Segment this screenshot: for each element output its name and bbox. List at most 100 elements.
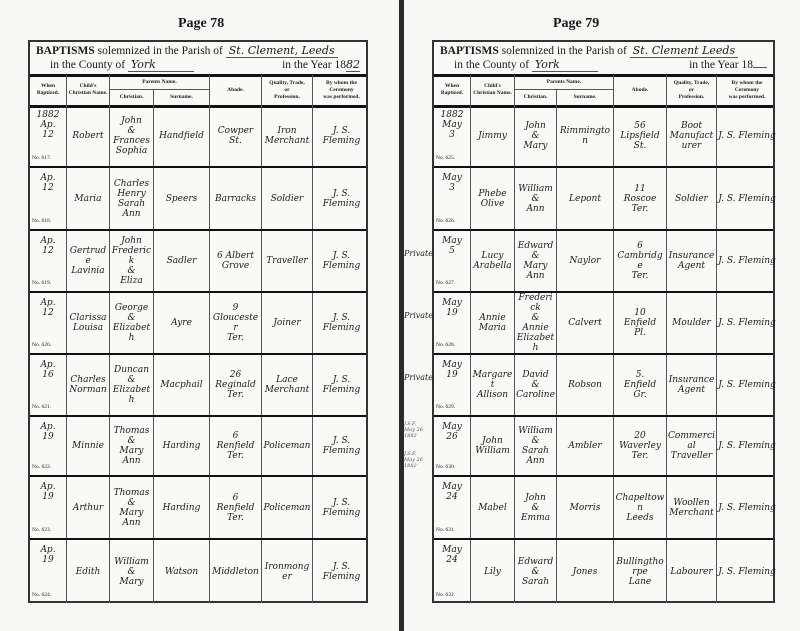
officiant: J. S. Fleming — [717, 105, 777, 166]
surname: Harding — [154, 417, 210, 475]
when-baptized-text: May 19 — [442, 298, 462, 318]
child-name: Edith — [67, 540, 110, 603]
quality-trade-text: Lace Merchant — [264, 375, 310, 395]
abode: 20 Waverley Ter. — [614, 417, 667, 475]
surname: Rimmington — [557, 105, 614, 166]
officiant-text: J. S. Fleming — [322, 188, 361, 209]
table-row: 1882 Ap. 12 No. 617. Robert John & Frances … — [30, 105, 366, 168]
quality-trade: Traveller — [262, 231, 313, 291]
parent-christian-names: Charles Henry Sarah Ann — [110, 168, 154, 229]
entry-number: No. 627. — [436, 280, 456, 286]
when-baptized: May 24 No. 632. — [434, 540, 471, 603]
child-name-text: Clarissa Louisa — [69, 313, 107, 333]
column-header-surname: Surname. — [557, 90, 614, 105]
surname: Ambler — [557, 417, 614, 475]
officiant-text: J. S. Fleming — [718, 193, 776, 204]
column-header-surname: Surname. — [154, 90, 210, 105]
when-baptized-text: May 3 — [442, 173, 462, 193]
child-name: Mabel — [471, 477, 515, 538]
child-name: Annie Maria — [471, 293, 515, 353]
quality-trade-text: Moulder — [672, 318, 711, 328]
when-baptized: May 3 No. 626. — [434, 168, 471, 229]
when-baptized-text: Ap. 16 — [40, 360, 56, 380]
surname: Calvert — [557, 293, 614, 353]
abode: Chapeltown Leeds — [614, 477, 667, 538]
surname: Morris — [557, 477, 614, 538]
officiant: J. S. Fleming — [313, 105, 370, 166]
officiant-text: J. S. Fleming — [718, 566, 776, 577]
quality-trade-text: Policeman — [263, 502, 311, 513]
entry-number: No. 626. — [436, 218, 456, 224]
entry-number: No. 631. — [436, 527, 456, 533]
abode-text: Cowper St. — [217, 125, 254, 146]
margin-note: J.S.F. May 26 1882 — [404, 451, 423, 469]
year-suffix — [753, 67, 767, 68]
parent-christian-names: George & Elizabeth — [110, 293, 154, 353]
parent-christian-names: Thomas & Mary Ann — [110, 417, 154, 475]
entry-number: No. 622. — [32, 464, 52, 470]
county-name: York — [531, 59, 598, 72]
when-baptized-text: May 5 — [442, 236, 462, 256]
when-baptized-text: 1882 Ap. 12 — [36, 110, 60, 140]
title-line-parish: BAPTISMS solemnized in the Parish of St.… — [440, 45, 739, 58]
column-header-abode: Abode. — [210, 75, 262, 105]
table-row: Ap. 12 No. 620. Clarissa Louisa George & El… — [30, 293, 366, 355]
officiant-text: J. S. Fleming — [718, 502, 776, 513]
column-header-christian: Christian. — [515, 90, 557, 105]
register-page-right: Page 79 BAPTISMS solemnized in the Parish… — [403, 0, 800, 631]
parent-christian-names-text: George & Elizabeth — [112, 303, 151, 343]
abode: 6 Renfield Ter. — [210, 417, 262, 475]
quality-trade: Joiner — [262, 293, 313, 353]
table-row: Ap. 12 No. 618. Maria Charles Henry Sarah A… — [30, 168, 366, 231]
title-solemnized: solemnized in the Parish of — [501, 45, 627, 57]
child-name: Robert — [67, 105, 110, 166]
abode-text: 56 Lipsfield St. — [620, 120, 660, 151]
column-header-parents: Parents Name. — [110, 75, 210, 90]
when-baptized: Ap. 16 No. 621. — [30, 355, 67, 415]
column-header-child: Child's Christian Name. — [67, 75, 110, 105]
surname: Watson — [154, 540, 210, 603]
when-baptized-text: Ap. 19 — [40, 545, 56, 565]
column-header-by-whom: By whom the Ceremony was performed. — [323, 79, 360, 100]
child-name-text: John William — [475, 436, 510, 456]
surname: Robson — [557, 355, 614, 415]
parent-christian-names: William & Sarah Ann — [515, 417, 557, 475]
table-row: Ap. 16 No. 621. Charles Norman Duncan & Eli… — [30, 355, 366, 417]
quality-trade: Soldier — [262, 168, 313, 229]
abode-text: Middleton — [212, 566, 259, 577]
table-row: Ap. 19 No. 624. Edith William & Mary Watson M… — [30, 540, 366, 603]
abode: 10 Enfield Pl. — [614, 293, 667, 353]
entry-number: No. 623. — [32, 527, 52, 533]
child-name-text: Minnie — [72, 441, 104, 451]
child-name-text: Mabel — [478, 502, 507, 513]
parent-christian-names: Duncan & Elizabeth — [110, 355, 154, 415]
when-baptized-text: Ap. 12 — [40, 298, 56, 318]
quality-trade: Policeman — [262, 417, 313, 475]
abode-text: 5. Enfield Gr. — [623, 370, 657, 400]
child-name-text: Maria — [74, 193, 102, 204]
entry-number: No. 620. — [32, 342, 52, 348]
quality-trade-text: Joiner — [273, 318, 301, 328]
when-baptized: May 24 No. 631. — [434, 477, 471, 538]
surname-text: Sadler — [166, 256, 197, 266]
table-row: Ap. 19 No. 623. Arthur Thomas & Mary Ann Har… — [30, 477, 366, 540]
column-headers: When Baptized. Child's Christian Name. Par… — [434, 75, 773, 108]
quality-trade-text: Policeman — [263, 441, 311, 451]
margin-note: Private — [404, 249, 434, 258]
officiant-text: J. S. Fleming — [718, 380, 776, 390]
when-baptized: Ap. 19 No. 623. — [30, 477, 67, 538]
year-suffix: 82 — [346, 58, 360, 72]
column-header-child: Child's Christian Name. — [471, 75, 515, 105]
child-name-text: Phebe Olive — [478, 188, 507, 209]
when-baptized: Ap. 12 No. 618. — [30, 168, 67, 229]
parent-christian-names: Edward & Sarah — [515, 540, 557, 603]
child-name: Lily — [471, 540, 515, 603]
year-label: in the Year 18 — [689, 59, 753, 71]
officiant: J. S. Fleming — [313, 417, 370, 475]
child-name-text: Gertrude Lavinia — [69, 246, 107, 276]
margin-note: Private — [404, 373, 434, 382]
when-baptized-text: Ap. 12 — [40, 173, 56, 193]
officiant: J. S. Fleming — [717, 355, 777, 415]
title-line-year: in the Year 18 — [689, 59, 767, 71]
parent-christian-names: Frederick & Annie Elizabeth — [515, 293, 557, 353]
